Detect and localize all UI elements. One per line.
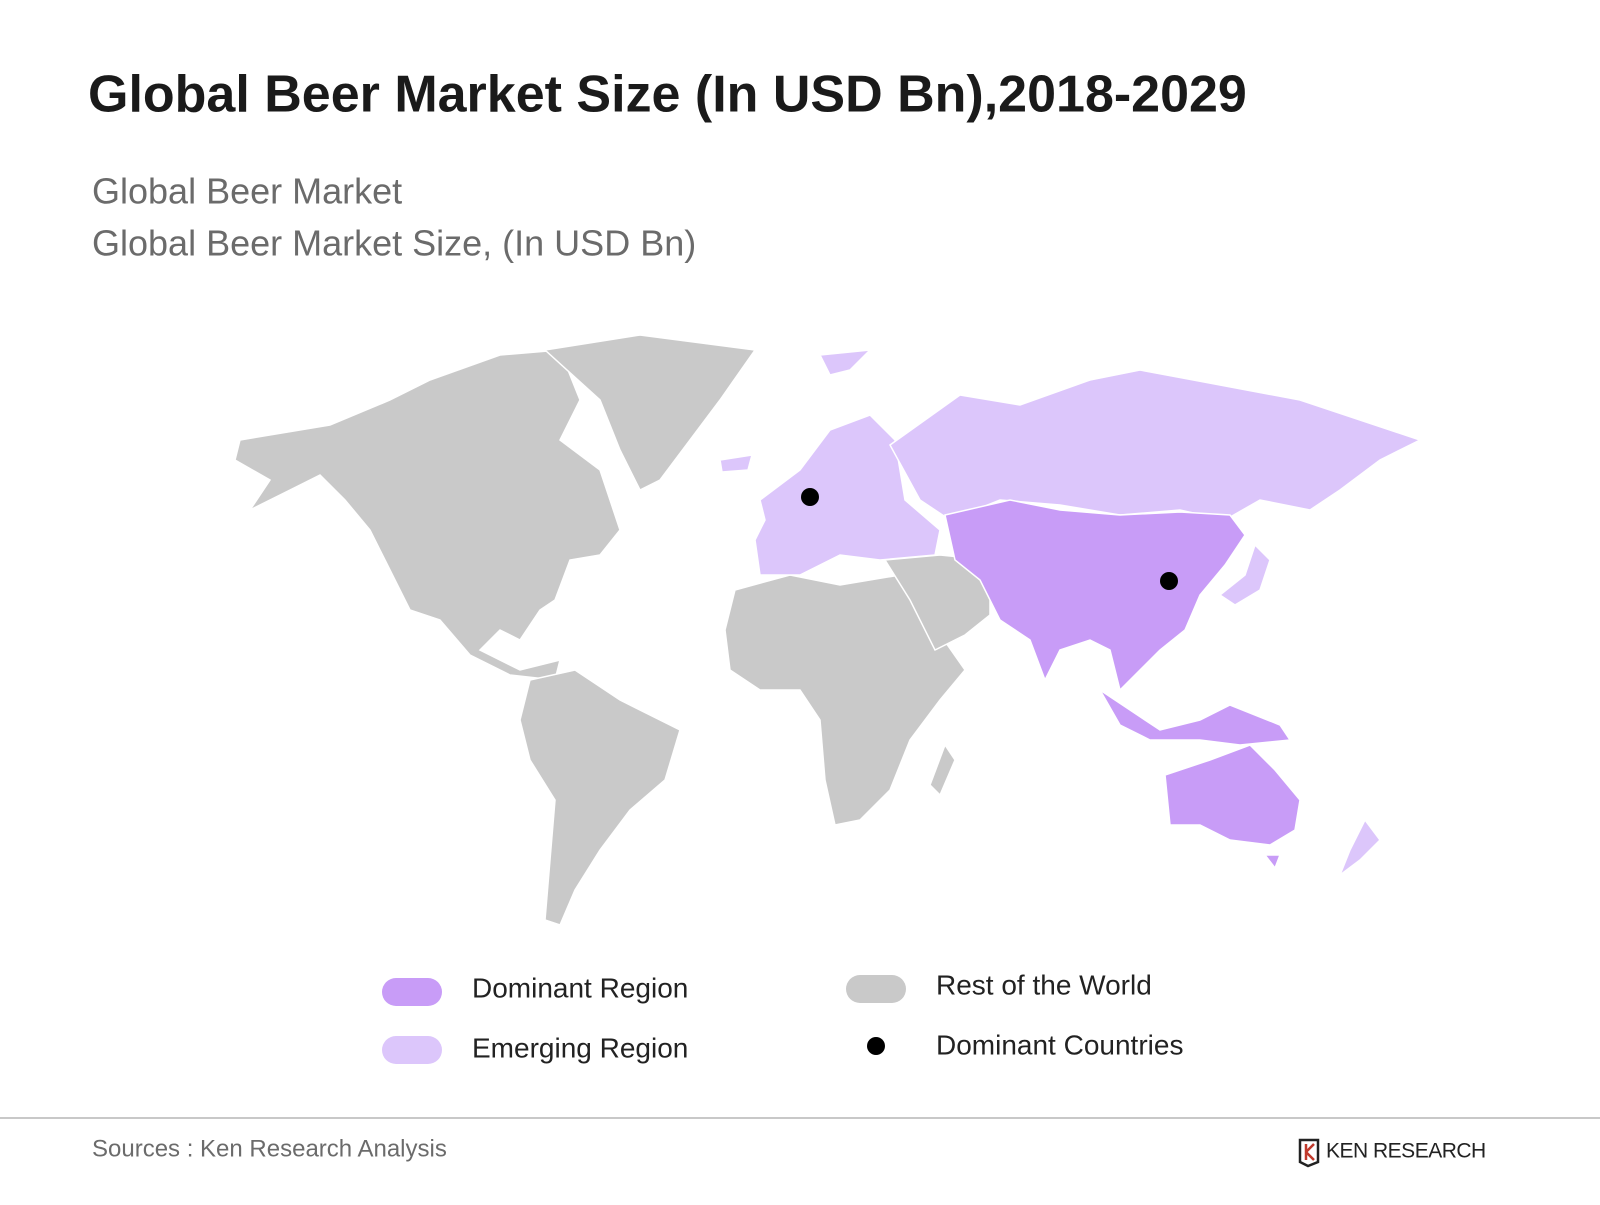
legend-swatch bbox=[382, 978, 442, 1006]
legend-swatch bbox=[382, 1036, 442, 1064]
logo: KEN RESEARCH bbox=[1298, 1138, 1486, 1168]
title: Global Beer Market Size (In USD Bn),2018… bbox=[88, 66, 1247, 124]
europe bbox=[754, 414, 941, 576]
asia bbox=[944, 499, 1246, 692]
legend-label: Dominant Countries bbox=[936, 1029, 1183, 1060]
dominant-country-marker bbox=[801, 488, 819, 506]
new-zealand bbox=[1338, 818, 1381, 878]
japan bbox=[1218, 543, 1271, 606]
madagascar bbox=[929, 743, 956, 797]
dominant-country-marker bbox=[1160, 572, 1178, 590]
greenland bbox=[543, 334, 757, 492]
svalbard bbox=[818, 349, 873, 376]
source: Sources : Ken Research Analysis bbox=[92, 1135, 447, 1162]
middle-east bbox=[883, 554, 991, 652]
legend-label: Emerging Region bbox=[472, 1032, 688, 1063]
africa bbox=[724, 574, 966, 826]
legend-swatch bbox=[846, 975, 906, 1003]
australia bbox=[1164, 744, 1301, 846]
iceland bbox=[719, 454, 754, 473]
subtitle: Global Beer Market Size, (In USD Bn) bbox=[92, 223, 696, 264]
legend-swatch bbox=[867, 1037, 885, 1055]
subtitle: Global Beer Market bbox=[92, 171, 402, 212]
legend: Dominant Region Emerging Region Rest of … bbox=[382, 969, 1183, 1064]
north-america bbox=[234, 349, 621, 681]
legend-label: Rest of the World bbox=[936, 969, 1152, 1000]
legend-label: Dominant Region bbox=[472, 972, 688, 1003]
tasmania bbox=[1263, 854, 1282, 870]
south-america bbox=[519, 669, 681, 926]
logo-text: KEN RESEARCH bbox=[1326, 1140, 1486, 1163]
world-map bbox=[234, 334, 1422, 926]
southeast-asia bbox=[1099, 689, 1292, 746]
russia bbox=[889, 369, 1422, 521]
